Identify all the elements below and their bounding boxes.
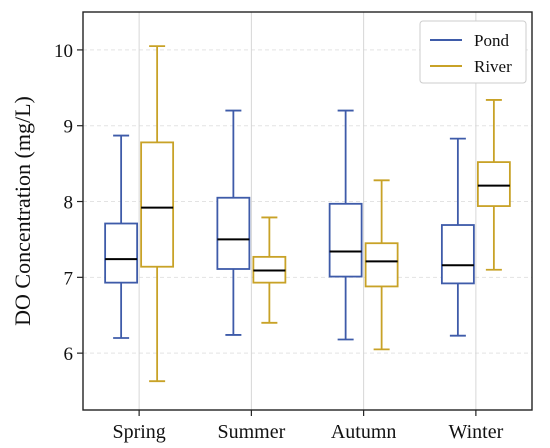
box-river-spring [140,45,175,383]
box-pond-autumn [328,109,363,341]
legend-label-pond: Pond [474,31,509,50]
box-pond-winter [440,137,475,337]
box-pond-summer [216,109,251,336]
y-tick-label: 7 [64,268,74,289]
box-body [476,161,511,207]
box-body [364,242,399,288]
y-axis-title: DO Concentration (mg/L) [10,96,35,326]
box-river-summer [252,216,287,324]
y-tick-label: 6 [64,344,74,365]
box-body [328,202,363,278]
box-river-winter [476,99,511,271]
box-layer [104,45,511,383]
y-axis: 6 7 8 9 10 [54,41,83,365]
y-tick-label: 8 [64,193,74,214]
legend: Pond River [419,20,527,84]
x-axis: Spring Summer Autumn Winter [112,410,504,443]
y-tick-label: 10 [54,41,73,62]
box-body [104,222,139,284]
x-tick-label-winter: Winter [449,421,504,443]
y-tick-label: 9 [64,117,74,138]
box-body [140,141,175,268]
box-body [440,224,475,285]
box-body [216,196,251,270]
x-tick-label-spring: Spring [112,421,165,443]
legend-label-river: River [474,57,512,76]
box-river-autumn [364,179,399,351]
x-tick-label-autumn: Autumn [331,421,397,443]
legend-box [419,20,527,84]
plot-frame [82,11,533,411]
x-tick-label-summer: Summer [217,421,285,443]
box-pond-spring [104,134,139,339]
